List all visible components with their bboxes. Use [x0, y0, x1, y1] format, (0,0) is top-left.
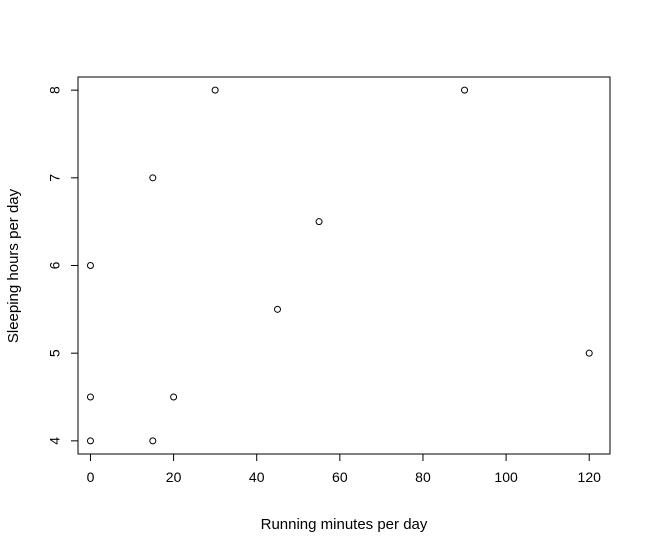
x-axis-title: Running minutes per day — [261, 516, 428, 533]
x-tick-label: 40 — [249, 469, 265, 485]
x-tick-label: 20 — [166, 469, 182, 485]
x-axis: 0 20 40 60 80 100 120 — [87, 453, 602, 485]
y-tick-label: 6 — [47, 261, 63, 269]
y-tick-label: 7 — [47, 174, 63, 182]
data-point — [149, 174, 157, 182]
data-point — [86, 262, 94, 269]
data-point — [461, 86, 469, 94]
data-point — [211, 86, 219, 94]
y-tick-label: 5 — [47, 349, 63, 357]
x-tick-label: 60 — [332, 469, 348, 485]
data-point — [585, 349, 593, 357]
x-tick-label: 80 — [415, 469, 431, 485]
data-point — [149, 437, 157, 445]
data-point — [274, 305, 281, 313]
data-points — [86, 86, 593, 445]
y-tick-label: 4 — [47, 437, 63, 445]
y-tick-label: 8 — [47, 86, 63, 94]
y-axis: 4 5 6 7 8 — [47, 86, 79, 445]
x-tick-label: 0 — [87, 469, 95, 485]
x-tick-label: 100 — [494, 469, 518, 485]
y-axis-title: Sleeping hours per day — [5, 188, 22, 343]
data-point — [86, 437, 94, 445]
data-point — [170, 393, 178, 401]
data-point — [315, 218, 323, 226]
plot-frame — [77, 76, 611, 455]
data-point — [86, 393, 94, 401]
x-tick-label: 120 — [578, 469, 602, 485]
